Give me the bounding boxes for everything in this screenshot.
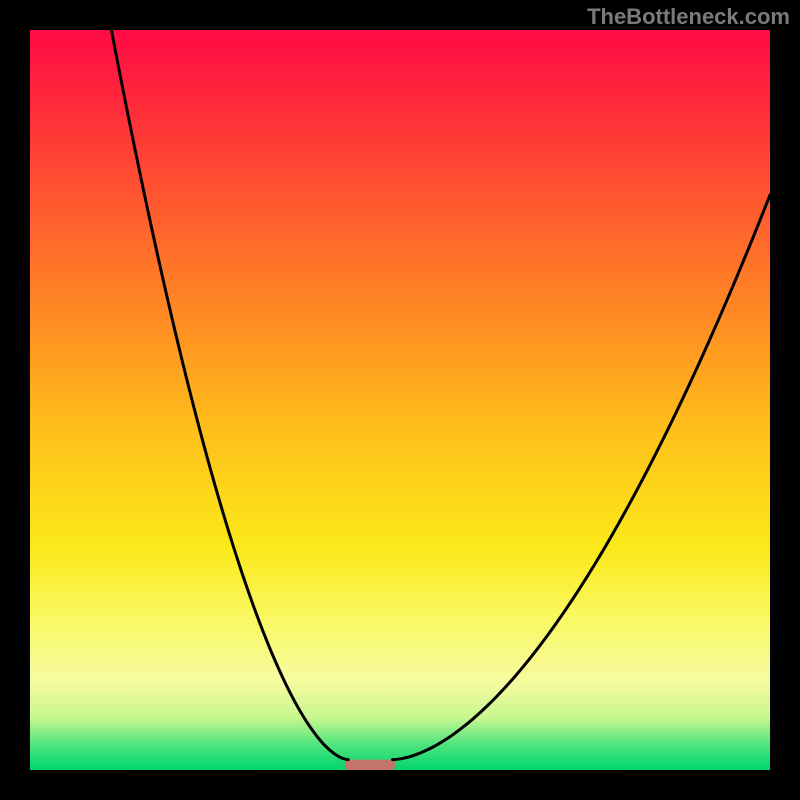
chart-container: TheBottleneck.com	[0, 0, 800, 800]
gradient-background	[30, 30, 770, 770]
bottleneck-chart	[0, 0, 800, 800]
watermark-text: TheBottleneck.com	[587, 4, 790, 30]
bottleneck-marker	[345, 760, 395, 770]
